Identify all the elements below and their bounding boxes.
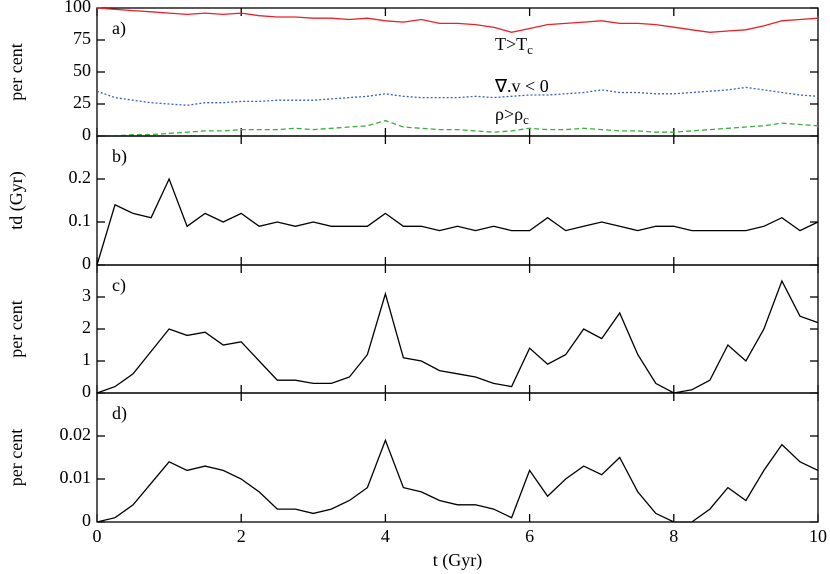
annotation-text: ρ>ρ [495,104,523,124]
y-tick-label: 0 [82,381,91,401]
y-tick-label: 0 [82,253,91,273]
y-axis-label: per cent [6,300,26,357]
x-tick-label: 2 [237,526,246,546]
annotation-text: T>T [495,34,527,54]
y-tick-label: 75 [73,28,91,48]
x-tick-label: 10 [809,526,827,546]
y-tick-label: 0.01 [60,467,92,487]
x-axis-label: t (Gyr) [433,550,482,571]
y-axis-label: td (Gyr) [6,171,27,229]
y-tick-label: 0 [82,510,91,530]
x-tick-label: 0 [93,526,102,546]
y-tick-label: 2 [82,317,91,337]
series-line [97,119,819,137]
y-tick-label: 3 [82,285,91,305]
y-tick-label: 25 [73,92,91,112]
y-tick-label: 0 [82,124,91,144]
series-line [96,438,819,523]
plot-frame [96,392,819,523]
y-tick-label: 0.02 [60,424,92,444]
plot-frame [96,7,819,137]
x-tick-label: 8 [669,526,678,546]
y-tick-label: 0.1 [69,210,92,230]
series-line [96,7,819,33]
series-line [96,86,819,106]
y-tick-label: 50 [73,60,91,80]
series-line [96,279,819,394]
panel-label: a) [112,18,126,39]
annotation-subscript: c [523,112,529,127]
panel-label: c) [112,275,126,296]
panel-label: d) [112,403,127,424]
y-axis-label: per cent [6,429,26,486]
y-tick-label: 1 [82,349,91,369]
plot-frame [96,135,819,266]
panel-label: b) [112,146,127,167]
annotation-text: ∇.v < 0 [494,76,549,96]
x-tick-label: 4 [381,526,390,546]
y-tick-label: 0.2 [69,167,92,187]
x-tick-label: 6 [525,526,534,546]
y-axis-label: per cent [6,43,26,100]
annotation-subscript: c [527,42,533,57]
annotation: ∇.v < 0 [494,76,549,96]
annotation: ρ>ρc [495,104,529,127]
series-line [96,177,819,266]
annotation: T>Tc [495,34,533,57]
y-tick-label: 100 [64,0,91,16]
